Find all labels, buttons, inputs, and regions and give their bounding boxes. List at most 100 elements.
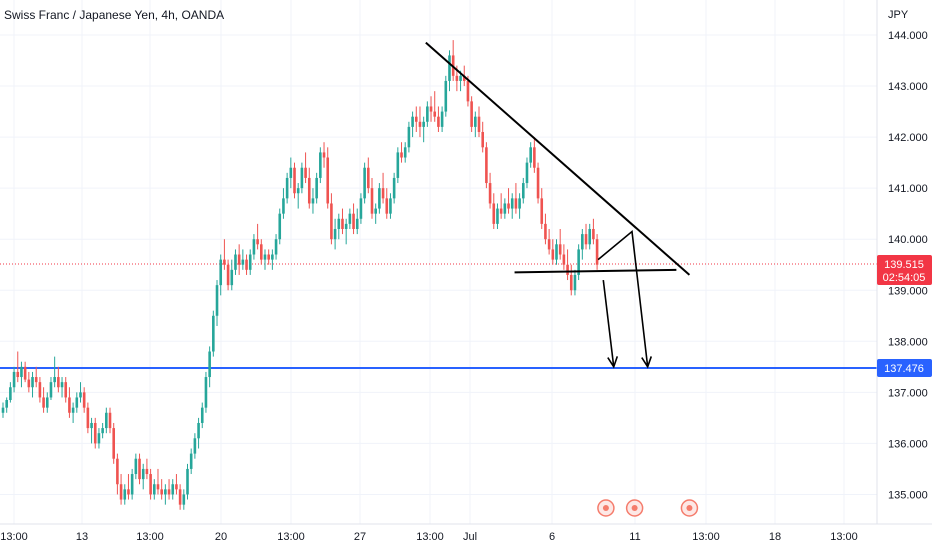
candle-down <box>260 244 263 260</box>
candle-down <box>82 392 86 408</box>
candle-down <box>237 254 241 265</box>
candle-down <box>341 218 344 229</box>
candle-down <box>429 106 433 112</box>
candle-down <box>477 116 481 132</box>
currency-label: JPY <box>888 9 909 21</box>
time-tick-label: 13:00 <box>136 531 164 543</box>
candle-down <box>466 80 470 102</box>
candle-up <box>31 377 34 388</box>
candle-down <box>256 239 259 245</box>
candle-up <box>212 315 215 352</box>
current-price-value: 139.515 <box>884 259 924 271</box>
price-axis[interactable]: 144.000 143.000 142.000 141.000 140.000 139.0… <box>888 30 928 501</box>
candle-down <box>566 264 569 275</box>
candle-down <box>481 131 484 148</box>
candle-down <box>156 484 160 490</box>
candle-down <box>304 167 307 178</box>
candle-up <box>333 228 337 240</box>
candle-up <box>315 177 318 199</box>
candle-up <box>193 438 197 454</box>
candle-up <box>296 188 300 194</box>
candle-up <box>289 167 293 178</box>
arrow-head <box>607 356 619 369</box>
candle-down <box>414 116 418 122</box>
candle-down <box>507 203 510 209</box>
price-tick-label: 140.000 <box>888 234 928 246</box>
time-tick-label: 13:00 <box>416 531 444 543</box>
candle-up <box>248 254 252 270</box>
price-tick-label: 137.000 <box>888 387 928 399</box>
candle-up <box>389 198 392 214</box>
time-tick-label: 13:00 <box>692 531 720 543</box>
candle-down <box>138 458 141 480</box>
candle-down <box>112 428 115 459</box>
candle-up <box>186 468 189 495</box>
candle-up <box>348 213 352 224</box>
zigzag-projection[interactable] <box>597 229 649 367</box>
event-marker-dot <box>602 505 609 511</box>
candle-down <box>223 259 226 265</box>
candle-up <box>12 371 16 388</box>
horizontal-base-line[interactable] <box>514 268 677 274</box>
candle-up <box>101 428 104 434</box>
candle-down <box>592 228 595 240</box>
projection-arrow[interactable] <box>602 279 615 367</box>
candle-up <box>440 111 444 127</box>
descending-trendline[interactable] <box>425 41 691 276</box>
candle-up <box>311 198 315 204</box>
candle-down <box>175 484 178 490</box>
candle-up <box>152 484 156 495</box>
candle-up <box>230 269 234 286</box>
candle-down <box>400 152 403 158</box>
candle-up <box>130 474 134 495</box>
candle-down <box>23 366 27 380</box>
price-tick-label: 138.000 <box>888 336 928 348</box>
candle-up <box>581 234 584 250</box>
candle-up <box>234 254 237 270</box>
candle-up <box>374 208 377 214</box>
candle-down <box>562 254 566 265</box>
candle-up <box>518 198 521 209</box>
candle-down <box>569 274 573 291</box>
candle-up <box>53 377 56 383</box>
time-tick-label: 13 <box>76 531 88 543</box>
candle-down <box>462 75 466 81</box>
candle-up <box>521 183 525 199</box>
candle-up <box>141 468 145 480</box>
price-tick-label: 139.000 <box>888 285 928 297</box>
candle-up <box>459 75 462 81</box>
candle-up <box>79 392 82 398</box>
candle-up <box>271 254 274 260</box>
candle-up <box>204 377 208 408</box>
candle-down <box>16 371 20 378</box>
candle-up <box>407 126 411 148</box>
time-tick-label: 13:00 <box>0 531 28 543</box>
grid <box>0 0 877 524</box>
candle-down <box>492 203 496 224</box>
candle-down <box>367 167 370 189</box>
candle-up <box>426 106 429 122</box>
candle-down <box>385 198 389 214</box>
candle-up <box>263 254 267 260</box>
time-tick-label: 11 <box>629 531 640 543</box>
candle-up <box>319 152 322 178</box>
time-axis[interactable]: 13:00 13 13:00 20 13:00 27 13:00 Jul 6 11 13:00 18 1… <box>0 531 858 543</box>
candle-down <box>145 468 149 475</box>
candle-up <box>97 433 101 444</box>
candle-up <box>200 407 204 423</box>
candle-up <box>282 198 285 214</box>
candle-down <box>437 116 440 127</box>
candle-up <box>403 147 407 158</box>
candle-up <box>9 387 12 401</box>
candle-down <box>485 147 488 184</box>
candle-up <box>1 407 5 413</box>
candle-up <box>422 121 425 127</box>
candle-up <box>215 285 219 316</box>
candle-up <box>529 147 532 163</box>
candle-down <box>536 167 540 199</box>
candle-up <box>411 116 414 127</box>
candle-down <box>322 152 326 158</box>
candle-down <box>57 377 60 388</box>
candle-up <box>134 458 138 475</box>
